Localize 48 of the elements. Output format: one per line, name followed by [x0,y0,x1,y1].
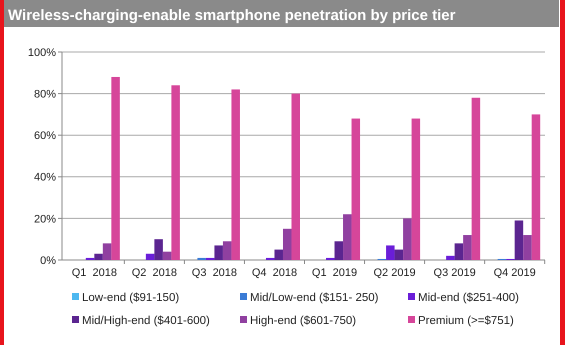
legend-label: Low-end ($91-150) [82,292,180,304]
bar [412,118,420,260]
bar [102,243,112,260]
bar [274,250,283,260]
legend-label: Premium (>=$751) [418,315,514,328]
bar [386,245,395,260]
x-tick-label: Q2 2019 [373,267,416,279]
bar [343,214,352,260]
bar [463,235,472,260]
bar [291,94,300,260]
legend-label: Mid/High-end ($401-600) [82,315,210,328]
y-tick-label: 80% [34,88,56,100]
bar [532,114,540,260]
x-tick-label: Q3 2019 [434,267,476,279]
bar [514,220,524,260]
bar [454,243,464,260]
bar [231,89,240,260]
y-tick-label: 20% [34,213,56,226]
x-tick-label: Q2 2018 [132,267,178,279]
legend-label: High-end ($601-750) [250,315,356,328]
x-tick-label: Q4 2018 [252,267,298,279]
bar [523,235,532,260]
x-tick-label: Q1 2019 [312,267,358,279]
bar [282,228,292,260]
legend-label: Mid-end ($251-400) [418,292,520,304]
chart-title: Wireless-charging-enable smartphone penetration by price tier [8,7,456,24]
x-tick-label: Q3 2018 [192,267,238,279]
bar [394,250,404,260]
bar [446,256,455,260]
bar [352,118,360,260]
legend-label: Mid/Low-end ($151- 250) [250,292,379,304]
y-tick-label: 40% [34,172,56,184]
bar [154,239,163,260]
bar [334,241,344,260]
y-tick-label: 0% [40,254,56,267]
x-tick-label: Q1 2018 [72,267,117,279]
bar [403,218,412,260]
y-tick-label: 100% [28,46,56,59]
x-tick-label: Q4 2019 [494,267,536,279]
bar [171,85,180,260]
bar [94,254,103,260]
bar [222,241,232,260]
bar [472,98,480,260]
bar [214,245,223,260]
y-tick-label: 60% [34,130,56,142]
bar [146,254,154,260]
bar [162,252,172,260]
bar [111,76,120,260]
